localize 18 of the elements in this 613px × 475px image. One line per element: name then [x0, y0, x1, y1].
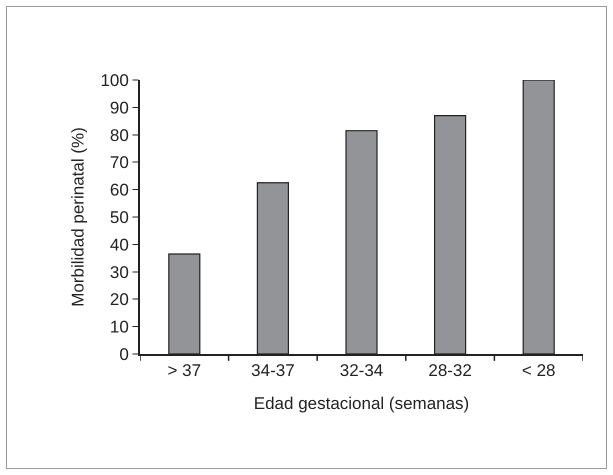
y-tick-label: 60 — [110, 180, 129, 200]
y-tick-label: 80 — [110, 126, 129, 145]
x-tick-label: > 37 — [168, 361, 202, 380]
y-axis-title: Morbilidad perinatal (%) — [68, 127, 88, 307]
y-tick-label: 70 — [110, 153, 129, 172]
y-tick-label: 40 — [110, 235, 129, 254]
y-tick-label: 90 — [110, 98, 129, 118]
y-tick-label: 10 — [110, 318, 129, 337]
x-tick-label: 28-32 — [428, 361, 472, 380]
x-tick-label: 32-34 — [340, 361, 384, 380]
y-tick-label: 0 — [119, 344, 129, 364]
x-tick-label: < 28 — [522, 361, 556, 380]
y-tick-label: 100 — [100, 70, 129, 90]
y-tick-label: 20 — [110, 290, 129, 310]
y-tick-label: 30 — [110, 262, 129, 282]
x-axis-title: Edad gestacional (semanas) — [254, 394, 470, 414]
y-tick-label: 50 — [110, 208, 129, 227]
x-tick-label: 34-37 — [251, 361, 295, 380]
